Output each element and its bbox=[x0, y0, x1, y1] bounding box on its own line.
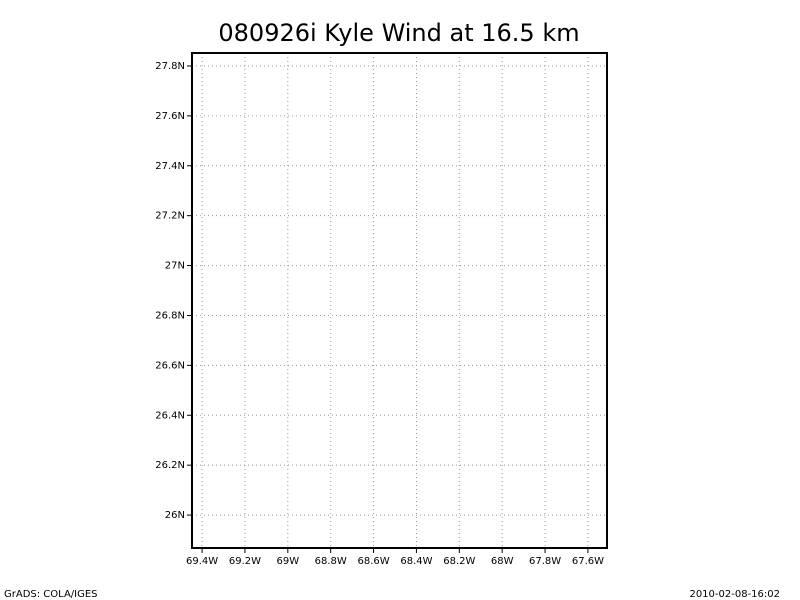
x-tick-label: 67.8W bbox=[529, 556, 561, 567]
y-tick-label: 26.2N bbox=[155, 460, 185, 471]
x-tick-label: 68.4W bbox=[400, 556, 432, 567]
y-tick-label: 27.6N bbox=[155, 111, 185, 122]
y-tick-label: 26N bbox=[165, 510, 185, 521]
x-tick-label: 69.2W bbox=[229, 556, 261, 567]
x-tick-label: 68.8W bbox=[315, 556, 347, 567]
x-tick-label: 69.4W bbox=[186, 556, 218, 567]
footer-left: GrADS: COLA/IGES bbox=[4, 589, 98, 600]
y-tick-label: 26.6N bbox=[155, 360, 185, 371]
y-tick-label: 27N bbox=[165, 261, 185, 272]
footer-right: 2010-02-08-16:02 bbox=[689, 589, 780, 600]
y-tick-label: 26.8N bbox=[155, 310, 185, 321]
x-tick-label: 67.6W bbox=[572, 556, 604, 567]
y-tick-label: 27.2N bbox=[155, 211, 185, 222]
plot-frame bbox=[191, 52, 608, 549]
y-tick-label: 26.4N bbox=[155, 410, 185, 421]
chart-title: 080926i Kyle Wind at 16.5 km bbox=[218, 19, 579, 47]
y-tick-label: 27.4N bbox=[155, 161, 185, 172]
y-tick-label: 27.8N bbox=[155, 61, 185, 72]
x-tick-label: 68W bbox=[491, 556, 514, 567]
x-tick-label: 68.2W bbox=[443, 556, 475, 567]
x-tick-label: 69W bbox=[277, 556, 300, 567]
x-tick-label: 68.6W bbox=[357, 556, 389, 567]
